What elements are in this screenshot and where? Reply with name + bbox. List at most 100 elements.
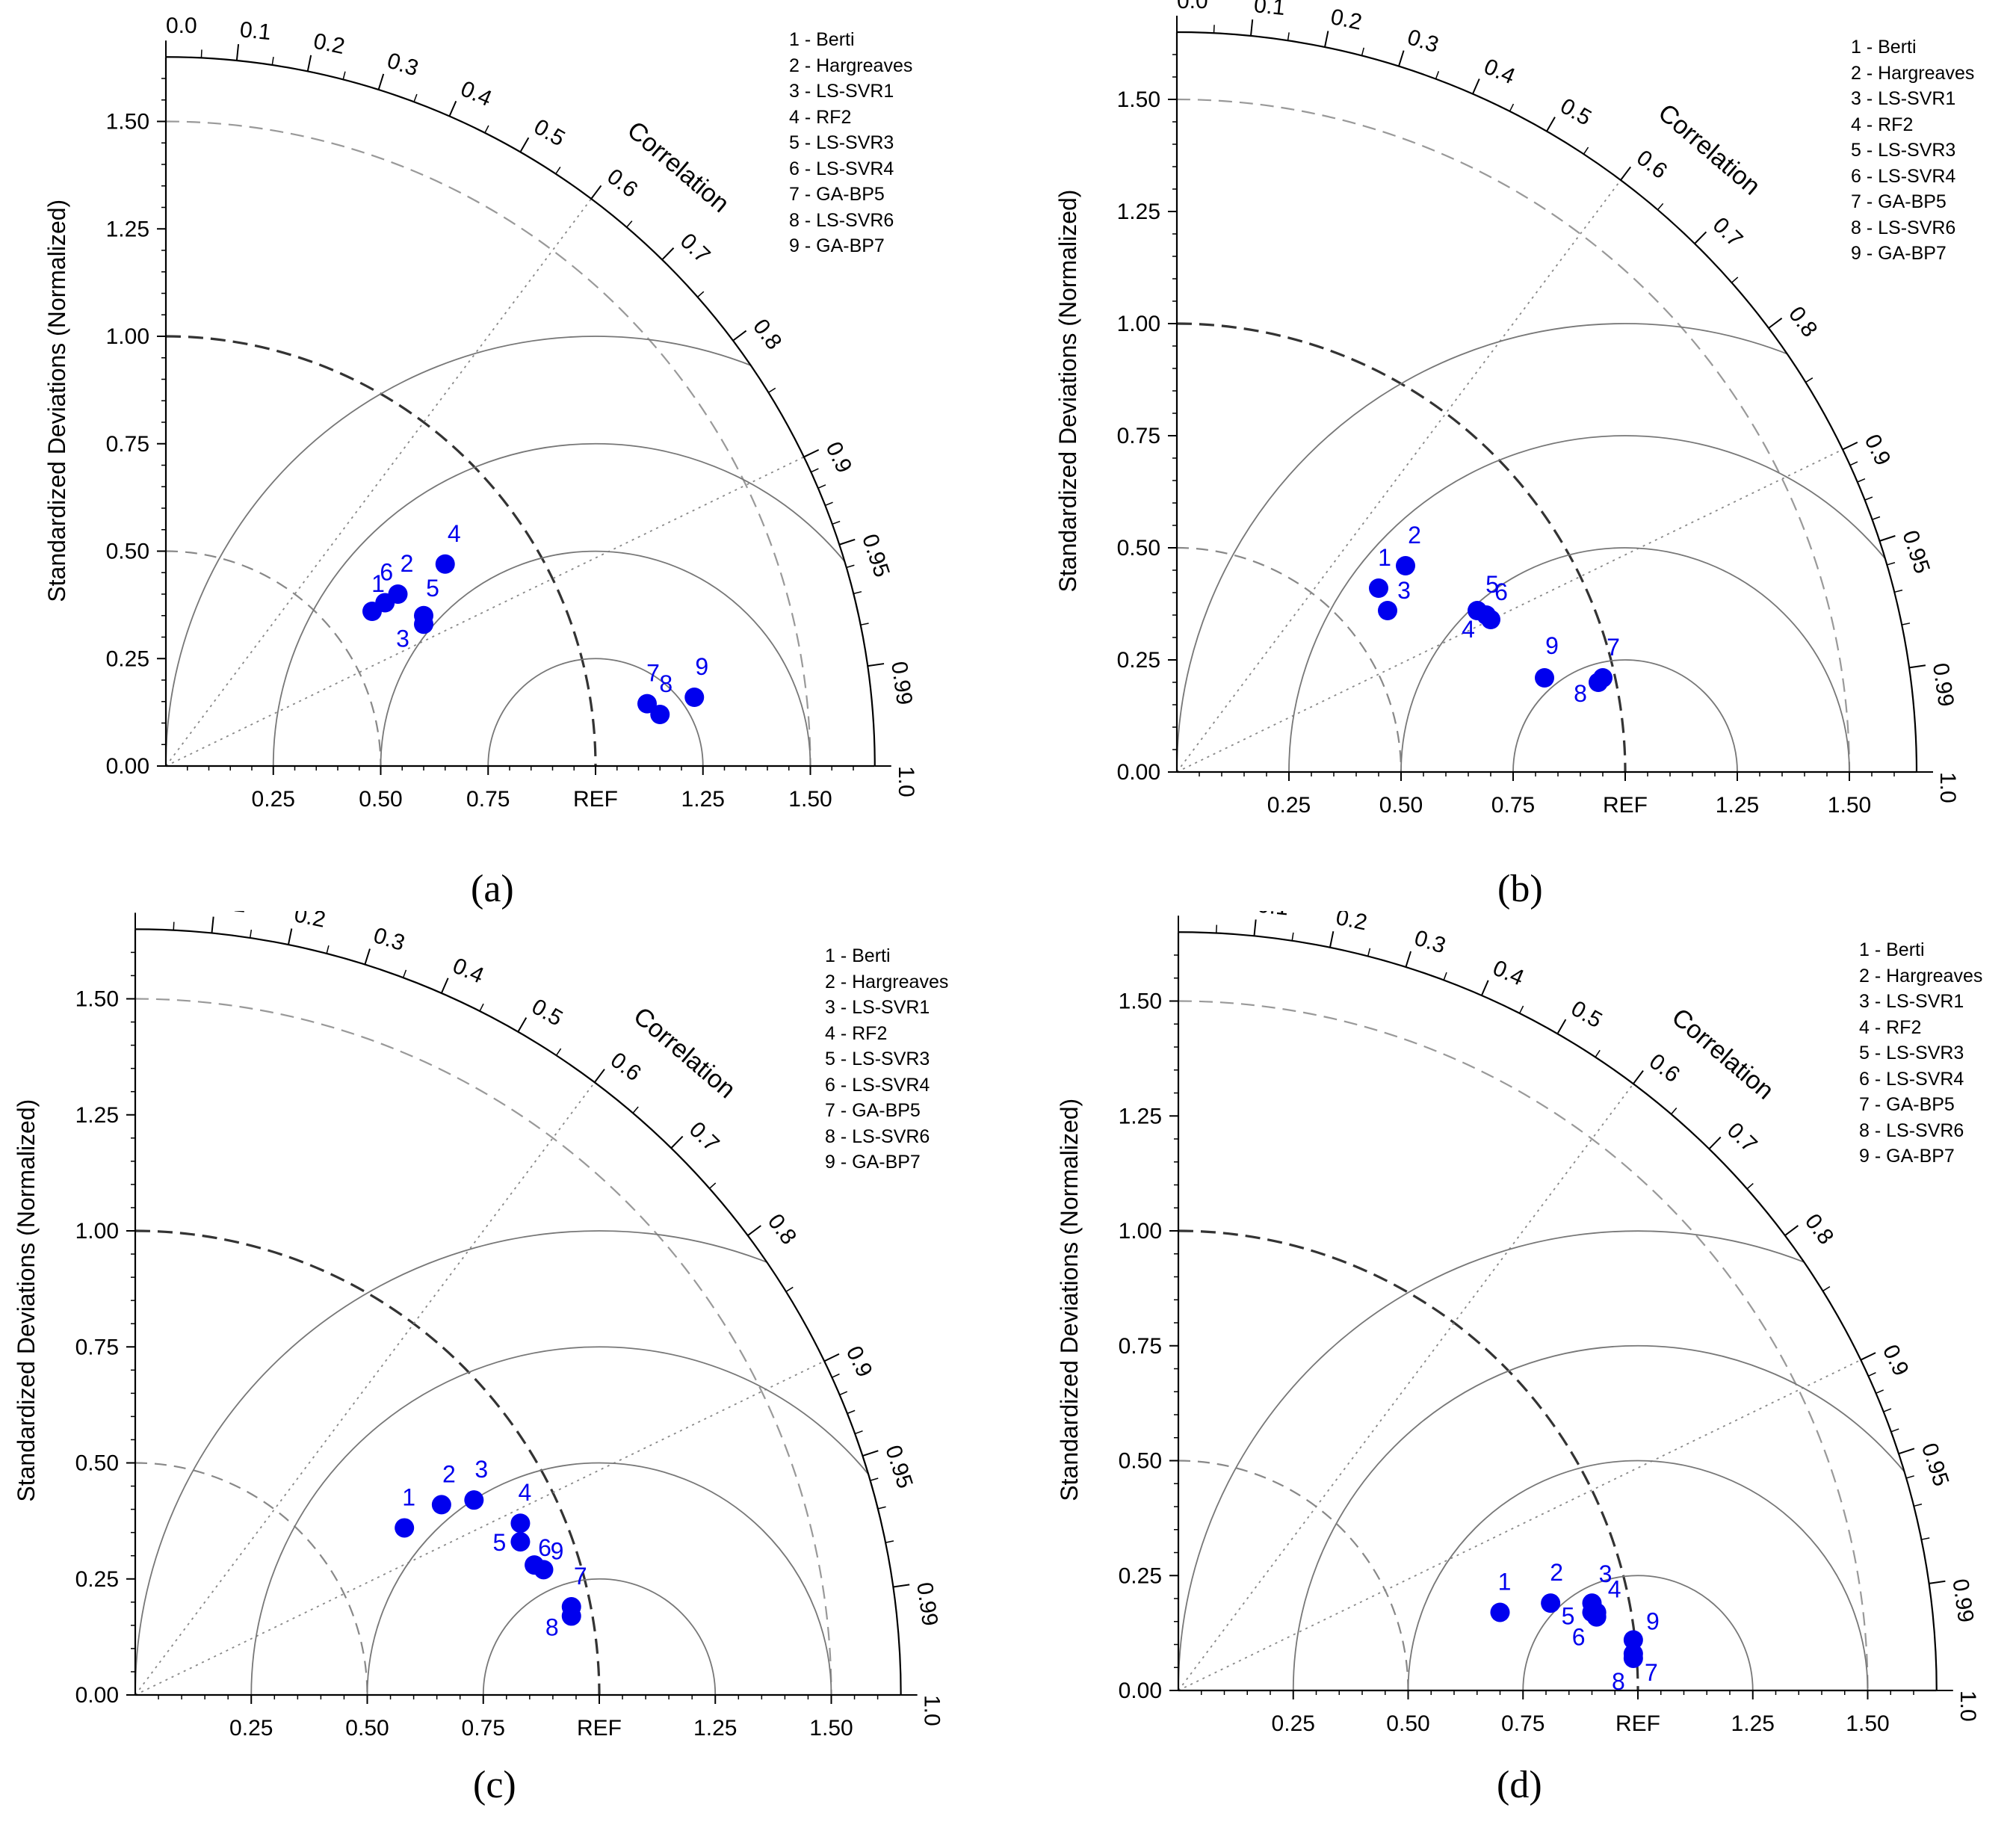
corr-tick-label: 0.7 (675, 229, 715, 268)
corr-minor-tick (1746, 1182, 1754, 1190)
corr-minor-tick (1876, 1389, 1884, 1394)
corr-minor-tick (1671, 1108, 1678, 1115)
corr-minor-tick (1595, 1049, 1601, 1057)
legend-item: 5 - LS-SVR3 (1851, 140, 1956, 161)
y-tick-label: 0.50 (75, 1451, 119, 1476)
corr-tick (803, 448, 820, 458)
rms-circles (1178, 1230, 1937, 1690)
corr-minor-tick (1857, 478, 1866, 483)
corr-tick-label: 0.95 (1897, 528, 1935, 577)
data-point-8 (1589, 673, 1608, 692)
corr-tick (1620, 166, 1632, 181)
y-tick-label: 1.50 (75, 987, 119, 1012)
legend-item: 6 - LS-SVR4 (1859, 1068, 1964, 1090)
corr-tick (1908, 664, 1926, 669)
data-point-8 (650, 705, 670, 724)
corr-tick-label: 0.3 (1411, 926, 1449, 959)
legend-item: 4 - RF2 (789, 106, 852, 128)
data-point-5 (414, 605, 433, 626)
legend-item: 1 - Berti (825, 945, 891, 966)
corr-tick-label: 0.3 (384, 49, 421, 81)
legend-c: 1 - Berti 2 - Hargreaves 3 - LS-SVR1 4 -… (825, 943, 948, 1176)
corr-minor-tick (846, 564, 855, 569)
corr-minor-tick (413, 93, 418, 102)
corr-tick (593, 1069, 605, 1083)
legend-item: 3 - LS-SVR1 (1851, 88, 1956, 109)
data-point-6 (375, 593, 395, 613)
corr-tick-label: 0.8 (1800, 1209, 1838, 1249)
x-tick-label: 0.50 (359, 787, 402, 812)
corr-minor-tick (326, 945, 330, 954)
corr-tick-label: 0.4 (1480, 54, 1518, 89)
corr-minor-tick (200, 49, 202, 58)
corr-line (134, 1081, 596, 1696)
correlation-axis-label: Correlation (1666, 1003, 1779, 1105)
corr-tick (1708, 1136, 1722, 1150)
data-point-label: 6 (538, 1534, 551, 1561)
legend-item: 9 - GA-BP7 (1851, 243, 1947, 264)
x-tick-label: 1.25 (1716, 793, 1759, 818)
corr-line (1176, 179, 1621, 773)
y-tick-label: 0.25 (1119, 1563, 1162, 1588)
corr-minor-tick (1887, 561, 1896, 566)
corr-tick-label: 0.95 (857, 531, 894, 581)
legend-item: 7 - GA-BP5 (1851, 191, 1947, 212)
corr-tick (440, 978, 449, 994)
correlation-axis-label: Correlation (628, 1001, 740, 1104)
corr-minor-tick (342, 71, 346, 80)
std-arc (1176, 322, 1627, 773)
corr-tick-label: 0.2 (1329, 4, 1364, 35)
corr-tick (732, 330, 747, 342)
y-tick-label: 1.50 (106, 110, 149, 135)
rms-arc (1178, 1230, 1937, 1690)
corr-tick-label: 0.1 (1253, 0, 1287, 20)
y-tick-label: 0.50 (1117, 536, 1160, 561)
corr-tick (862, 1450, 879, 1457)
std-arc (134, 998, 832, 1696)
y-tick-label: 0.75 (1117, 424, 1160, 448)
legend-b: 1 - Berti 2 - Hargreaves 3 - LS-SVR1 4 -… (1851, 34, 1974, 267)
y-tick-label: 0.50 (1119, 1449, 1162, 1474)
legend-item: 7 - GA-BP5 (789, 184, 885, 205)
x-tick-label: 1.50 (1828, 793, 1871, 818)
corr-line (134, 1360, 825, 1696)
data-point-label: 6 (1572, 1624, 1586, 1651)
std-arc (1178, 1229, 1639, 1691)
corr-minor-tick (1731, 277, 1739, 283)
corr-tick (1860, 1352, 1876, 1361)
legend-item: 4 - RF2 (1851, 114, 1914, 135)
corr-minor-tick (1905, 1475, 1914, 1479)
corr-tick-label: 0.6 (602, 164, 642, 203)
data-point-label: 1 (1378, 544, 1391, 571)
corr-tick (868, 663, 885, 667)
corr-tick-label: 0.95 (1917, 1440, 1954, 1489)
corr-tick (211, 916, 214, 933)
corr-tick-label: 0.9 (1860, 430, 1896, 469)
data-point-8 (561, 1606, 581, 1626)
legend-item: 7 - GA-BP5 (1859, 1094, 1955, 1115)
data-point-7 (637, 694, 657, 714)
taylor-diagram-d: 0.000.250.500.751.001.251.500.25 0.50 0.75… (1056, 911, 1980, 1736)
correlation-axis-label: Correlation (1653, 99, 1766, 201)
corr-tick (517, 1017, 528, 1033)
corr-tick-label: 1.0 (894, 766, 918, 797)
corr-minor-tick (1443, 972, 1447, 981)
legend-item: 4 - RF2 (1859, 1016, 1922, 1038)
std-arc (1176, 98, 1851, 773)
corr-tick (1768, 317, 1783, 329)
rms-arc (366, 1462, 832, 1696)
rms-circles (1177, 323, 1917, 772)
data-point-label: 3 (474, 1456, 488, 1483)
corr-minor-tick (870, 1477, 879, 1481)
panel-label-d: (d) (1497, 1764, 1542, 1806)
std-arc (1178, 1460, 1409, 1691)
data-point-4 (435, 554, 455, 574)
corr-tick (1253, 919, 1257, 936)
y-tick-label: 0.75 (106, 432, 149, 457)
y-tick-label: 0.75 (1119, 1334, 1162, 1359)
rms-arc (1177, 323, 1917, 772)
corr-tick-label: 0.0 (1177, 0, 1208, 13)
std-arc (165, 120, 811, 767)
data-point-label: 8 (545, 1613, 559, 1640)
y-tick-label: 1.50 (1119, 989, 1162, 1014)
